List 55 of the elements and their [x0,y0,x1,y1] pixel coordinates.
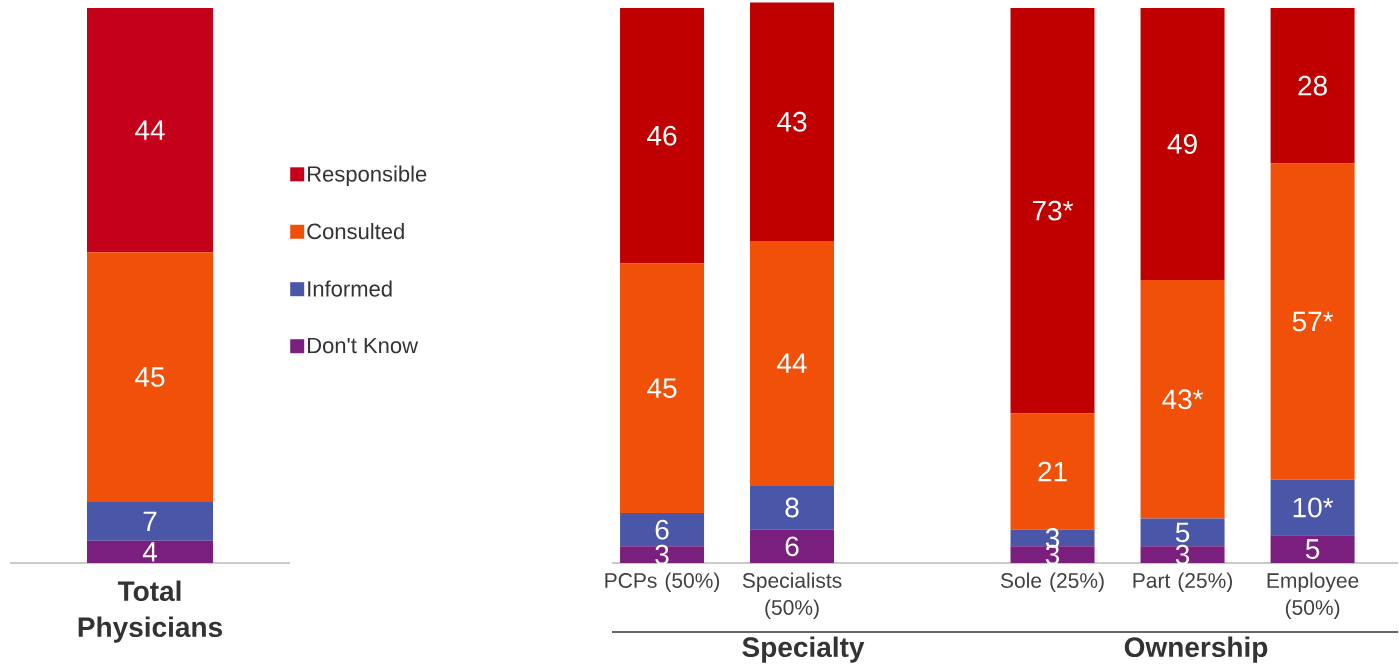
data-label: 43 [777,111,807,132]
data-label: 6 [655,519,669,540]
x-tick-label: Employee (50%) [1267,572,1359,620]
bar [1010,413,1095,530]
x-tick-label: Sole (25%) [1000,572,1104,593]
data-label: 4 [142,542,157,562]
data-label: 7 [143,511,157,532]
bar [1270,535,1355,563]
x-tick-label: PCPs (50%) [605,572,720,593]
bar [1270,163,1355,480]
bar [1140,546,1225,563]
bar [87,540,214,563]
bar [1140,279,1225,519]
x-axis-title: Specialty [742,636,865,663]
bar [1010,7,1095,414]
data-label: 28 [1298,75,1327,96]
data-label: 8 [785,497,799,518]
legend-label: Responsible [308,165,427,187]
x-tick-label: Specialists (50%) [742,572,842,620]
bar [620,7,705,264]
data-label: 3 [655,544,669,565]
bar [87,501,214,541]
data-label: 43* [1162,389,1204,410]
legend-label: Consulted [307,223,404,240]
bar [1140,7,1225,280]
bar [1270,7,1355,164]
data-label: 10* [1293,497,1334,518]
data-label: 5 [1175,522,1190,543]
bar [620,263,705,514]
bar [1010,546,1095,563]
data-label: 44 [135,120,165,140]
data-label: 44 [777,353,807,373]
bar [750,529,835,563]
data-label: 45 [135,367,165,387]
x-axis-title: Total Physicians [78,580,223,643]
legend-label: Don't Know [308,337,419,354]
data-label: 73* [1032,200,1074,221]
bar [620,546,705,563]
data-label: 3 [1175,544,1190,565]
data-label: 21 [1038,461,1067,482]
data-label: 45 [647,378,677,398]
bar [750,241,835,486]
bar [750,485,835,530]
bar [87,7,214,253]
data-label: 6 [785,536,799,557]
bar [750,2,835,242]
bar [87,252,214,502]
x-tick-label: Part (25%) [1133,572,1233,593]
data-label: 57* [1292,311,1334,332]
data-label: 5 [1305,539,1320,559]
data-label: 49 [1167,134,1197,154]
data-label: 46 [647,125,677,146]
legend-label: Informed [308,280,392,297]
bar [1270,479,1355,536]
x-axis-title: Ownership [1124,636,1268,663]
